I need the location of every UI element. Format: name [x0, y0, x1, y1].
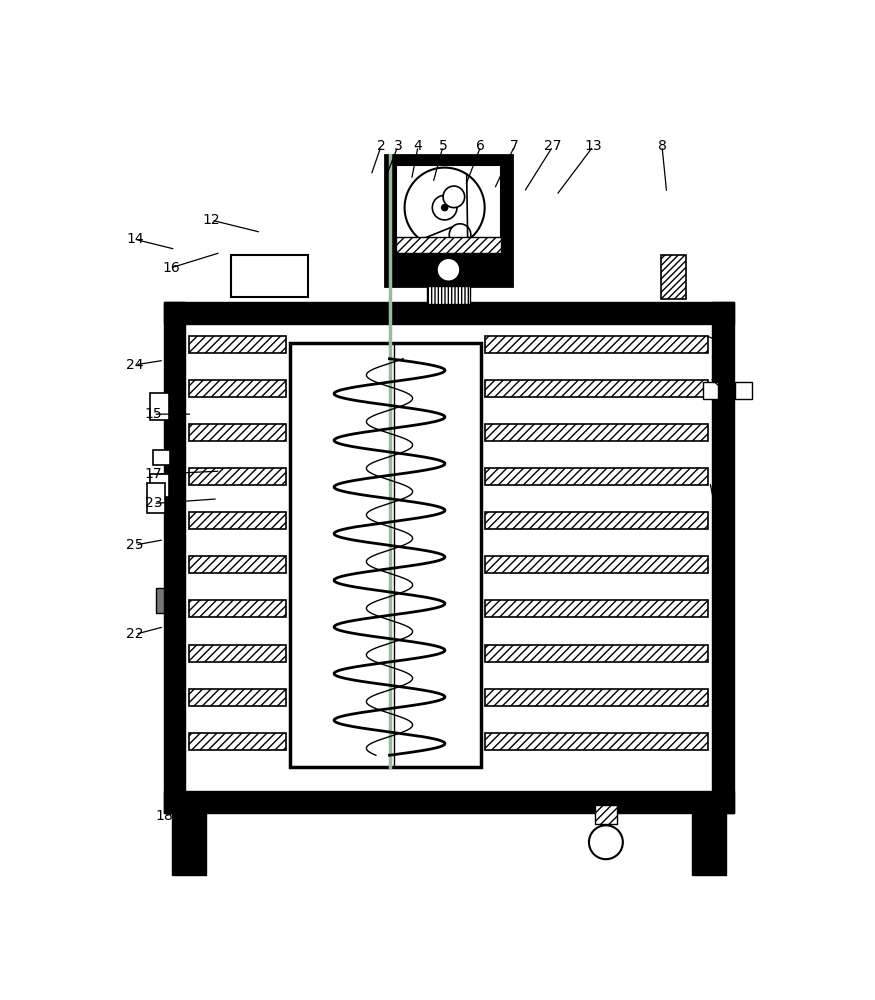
Text: 27: 27: [544, 139, 562, 153]
Bar: [662, 255, 686, 299]
Bar: [485, 556, 709, 573]
Bar: [692, 813, 726, 875]
Bar: [485, 336, 709, 353]
Bar: [164, 791, 734, 813]
Bar: [703, 382, 718, 399]
Text: 13: 13: [584, 139, 602, 153]
Bar: [735, 382, 752, 399]
Circle shape: [449, 224, 471, 245]
Circle shape: [443, 186, 465, 208]
Bar: [396, 165, 501, 247]
Bar: [485, 689, 709, 706]
Bar: [153, 450, 170, 465]
Text: 4: 4: [414, 139, 423, 153]
Bar: [189, 468, 286, 485]
Text: 1: 1: [720, 548, 729, 562]
Text: 14: 14: [126, 232, 144, 246]
Text: 7: 7: [510, 139, 519, 153]
Bar: [485, 468, 709, 485]
Text: 11: 11: [716, 336, 733, 350]
Bar: [186, 324, 712, 791]
Bar: [231, 255, 308, 297]
Bar: [164, 302, 734, 324]
Circle shape: [404, 168, 485, 248]
Text: 23: 23: [144, 496, 162, 510]
Text: 12: 12: [202, 213, 220, 227]
Text: 9: 9: [720, 384, 729, 398]
Bar: [290, 343, 481, 767]
Text: 25: 25: [126, 538, 144, 552]
Bar: [189, 556, 286, 573]
Bar: [485, 733, 709, 750]
Text: 17: 17: [144, 467, 162, 481]
Bar: [189, 689, 286, 706]
Bar: [157, 588, 164, 613]
Text: 8: 8: [658, 139, 667, 153]
Bar: [189, 645, 286, 662]
Bar: [189, 512, 286, 529]
Bar: [150, 474, 169, 497]
Text: a: a: [707, 809, 716, 823]
Bar: [189, 424, 286, 441]
Bar: [189, 600, 286, 617]
Bar: [150, 393, 169, 420]
Bar: [385, 155, 512, 286]
Bar: [485, 512, 709, 529]
Bar: [485, 645, 709, 662]
Text: 16: 16: [162, 261, 179, 275]
Text: 3: 3: [394, 139, 402, 153]
Text: 22: 22: [126, 627, 144, 641]
Bar: [485, 424, 709, 441]
Text: 18: 18: [155, 809, 173, 823]
Bar: [485, 380, 709, 397]
Bar: [712, 302, 734, 813]
Text: 15: 15: [144, 407, 162, 421]
Bar: [189, 733, 286, 750]
Text: 2: 2: [377, 139, 386, 153]
Bar: [396, 237, 501, 253]
Text: 24: 24: [126, 358, 144, 372]
Circle shape: [442, 205, 448, 211]
Circle shape: [589, 825, 623, 859]
Bar: [485, 600, 709, 617]
Circle shape: [432, 195, 457, 220]
Bar: [189, 380, 286, 397]
Text: 5: 5: [438, 139, 447, 153]
Bar: [189, 336, 286, 353]
Bar: [595, 805, 617, 824]
Text: 6: 6: [476, 139, 486, 153]
Bar: [147, 483, 165, 513]
Text: 10: 10: [716, 312, 733, 326]
Bar: [427, 286, 470, 304]
Circle shape: [437, 258, 460, 281]
Bar: [164, 302, 186, 813]
Bar: [172, 813, 206, 875]
